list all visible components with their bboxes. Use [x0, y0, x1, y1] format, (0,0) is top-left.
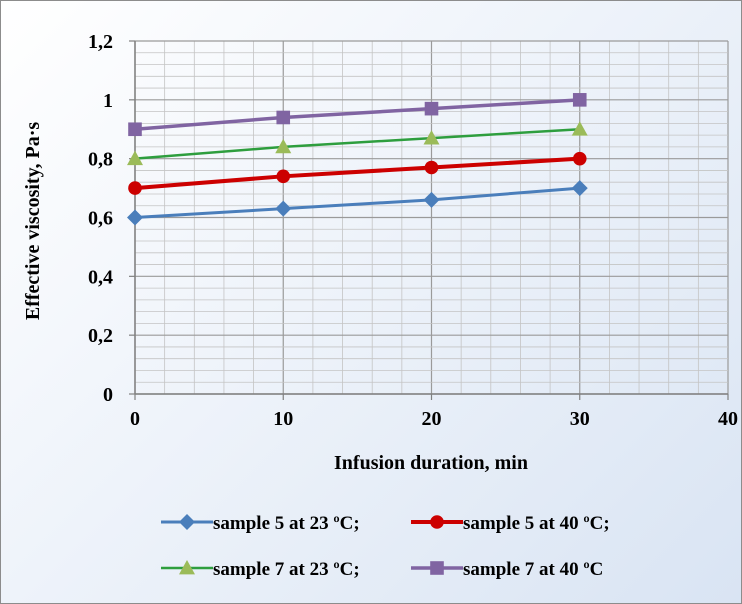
x-tick-label: 10: [273, 408, 293, 430]
legend-entry-3: sample 7 at 23 ºC;: [161, 559, 360, 580]
legend-label: sample 7 at 23 ºC;: [213, 559, 360, 580]
data-point: [276, 169, 291, 184]
y-axis-title: Effective viscosity, Pa·s: [22, 122, 44, 321]
series-1: [127, 180, 588, 226]
data-point: [571, 180, 588, 197]
legend-marker: [430, 515, 444, 529]
series-line: [134, 98, 580, 131]
x-axis-title: Infusion duration, min: [334, 452, 528, 474]
series-line: [134, 128, 580, 160]
data-point: [423, 130, 440, 145]
series-layer: [127, 93, 588, 226]
series-line: [134, 186, 580, 219]
legend-label: sample 7 at 40 ºC: [463, 559, 603, 580]
data-point: [424, 101, 439, 116]
legend-marker: [430, 561, 444, 575]
data-point: [571, 121, 588, 136]
series-line: [134, 156, 580, 191]
y-tick-label: 0,6: [88, 208, 113, 230]
y-tick-label: 1: [103, 90, 113, 112]
x-tick-label: 20: [422, 408, 442, 430]
data-point: [423, 191, 440, 208]
y-tick-label: 0,2: [88, 325, 113, 347]
x-tick-label: 30: [570, 408, 590, 430]
legend: sample 5 at 23 ºC; sample 5 at 40 ºC; samp…: [161, 513, 610, 580]
legend-marker: [179, 560, 195, 575]
legend-label: sample 5 at 40 ºC;: [463, 513, 610, 534]
legend-label: sample 5 at 23 ºC;: [213, 513, 360, 534]
data-point: [572, 151, 587, 166]
x-tick-label: 0: [130, 408, 140, 430]
series-2: [128, 151, 587, 195]
y-tick-label: 1,2: [88, 31, 113, 53]
data-point: [127, 150, 143, 166]
legend-entry-1: sample 5 at 23 ºC;: [161, 513, 360, 534]
y-tick-label: 0,8: [88, 149, 113, 171]
data-point: [128, 122, 142, 137]
data-point: [276, 110, 291, 125]
legend-marker: [179, 514, 195, 530]
series-3: [127, 121, 588, 166]
y-tick-label: 0,4: [88, 266, 113, 288]
y-tick-label: 0: [103, 384, 113, 406]
data-point: [424, 160, 439, 175]
data-point: [128, 181, 142, 195]
data-point: [275, 138, 292, 154]
axes: 0 0,2 0,4 0,6 0,8 1 1,2 0 10 20 30 40: [88, 31, 738, 430]
legend-entry-2: sample 5 at 40 ºC;: [411, 513, 610, 534]
legend-entry-4: sample 7 at 40 ºC: [411, 559, 603, 580]
grid: [134, 40, 729, 395]
data-point: [572, 93, 587, 107]
data-point: [275, 200, 292, 217]
x-tick-label: 40: [718, 408, 738, 430]
data-point: [127, 209, 143, 226]
series-4: [128, 93, 587, 137]
